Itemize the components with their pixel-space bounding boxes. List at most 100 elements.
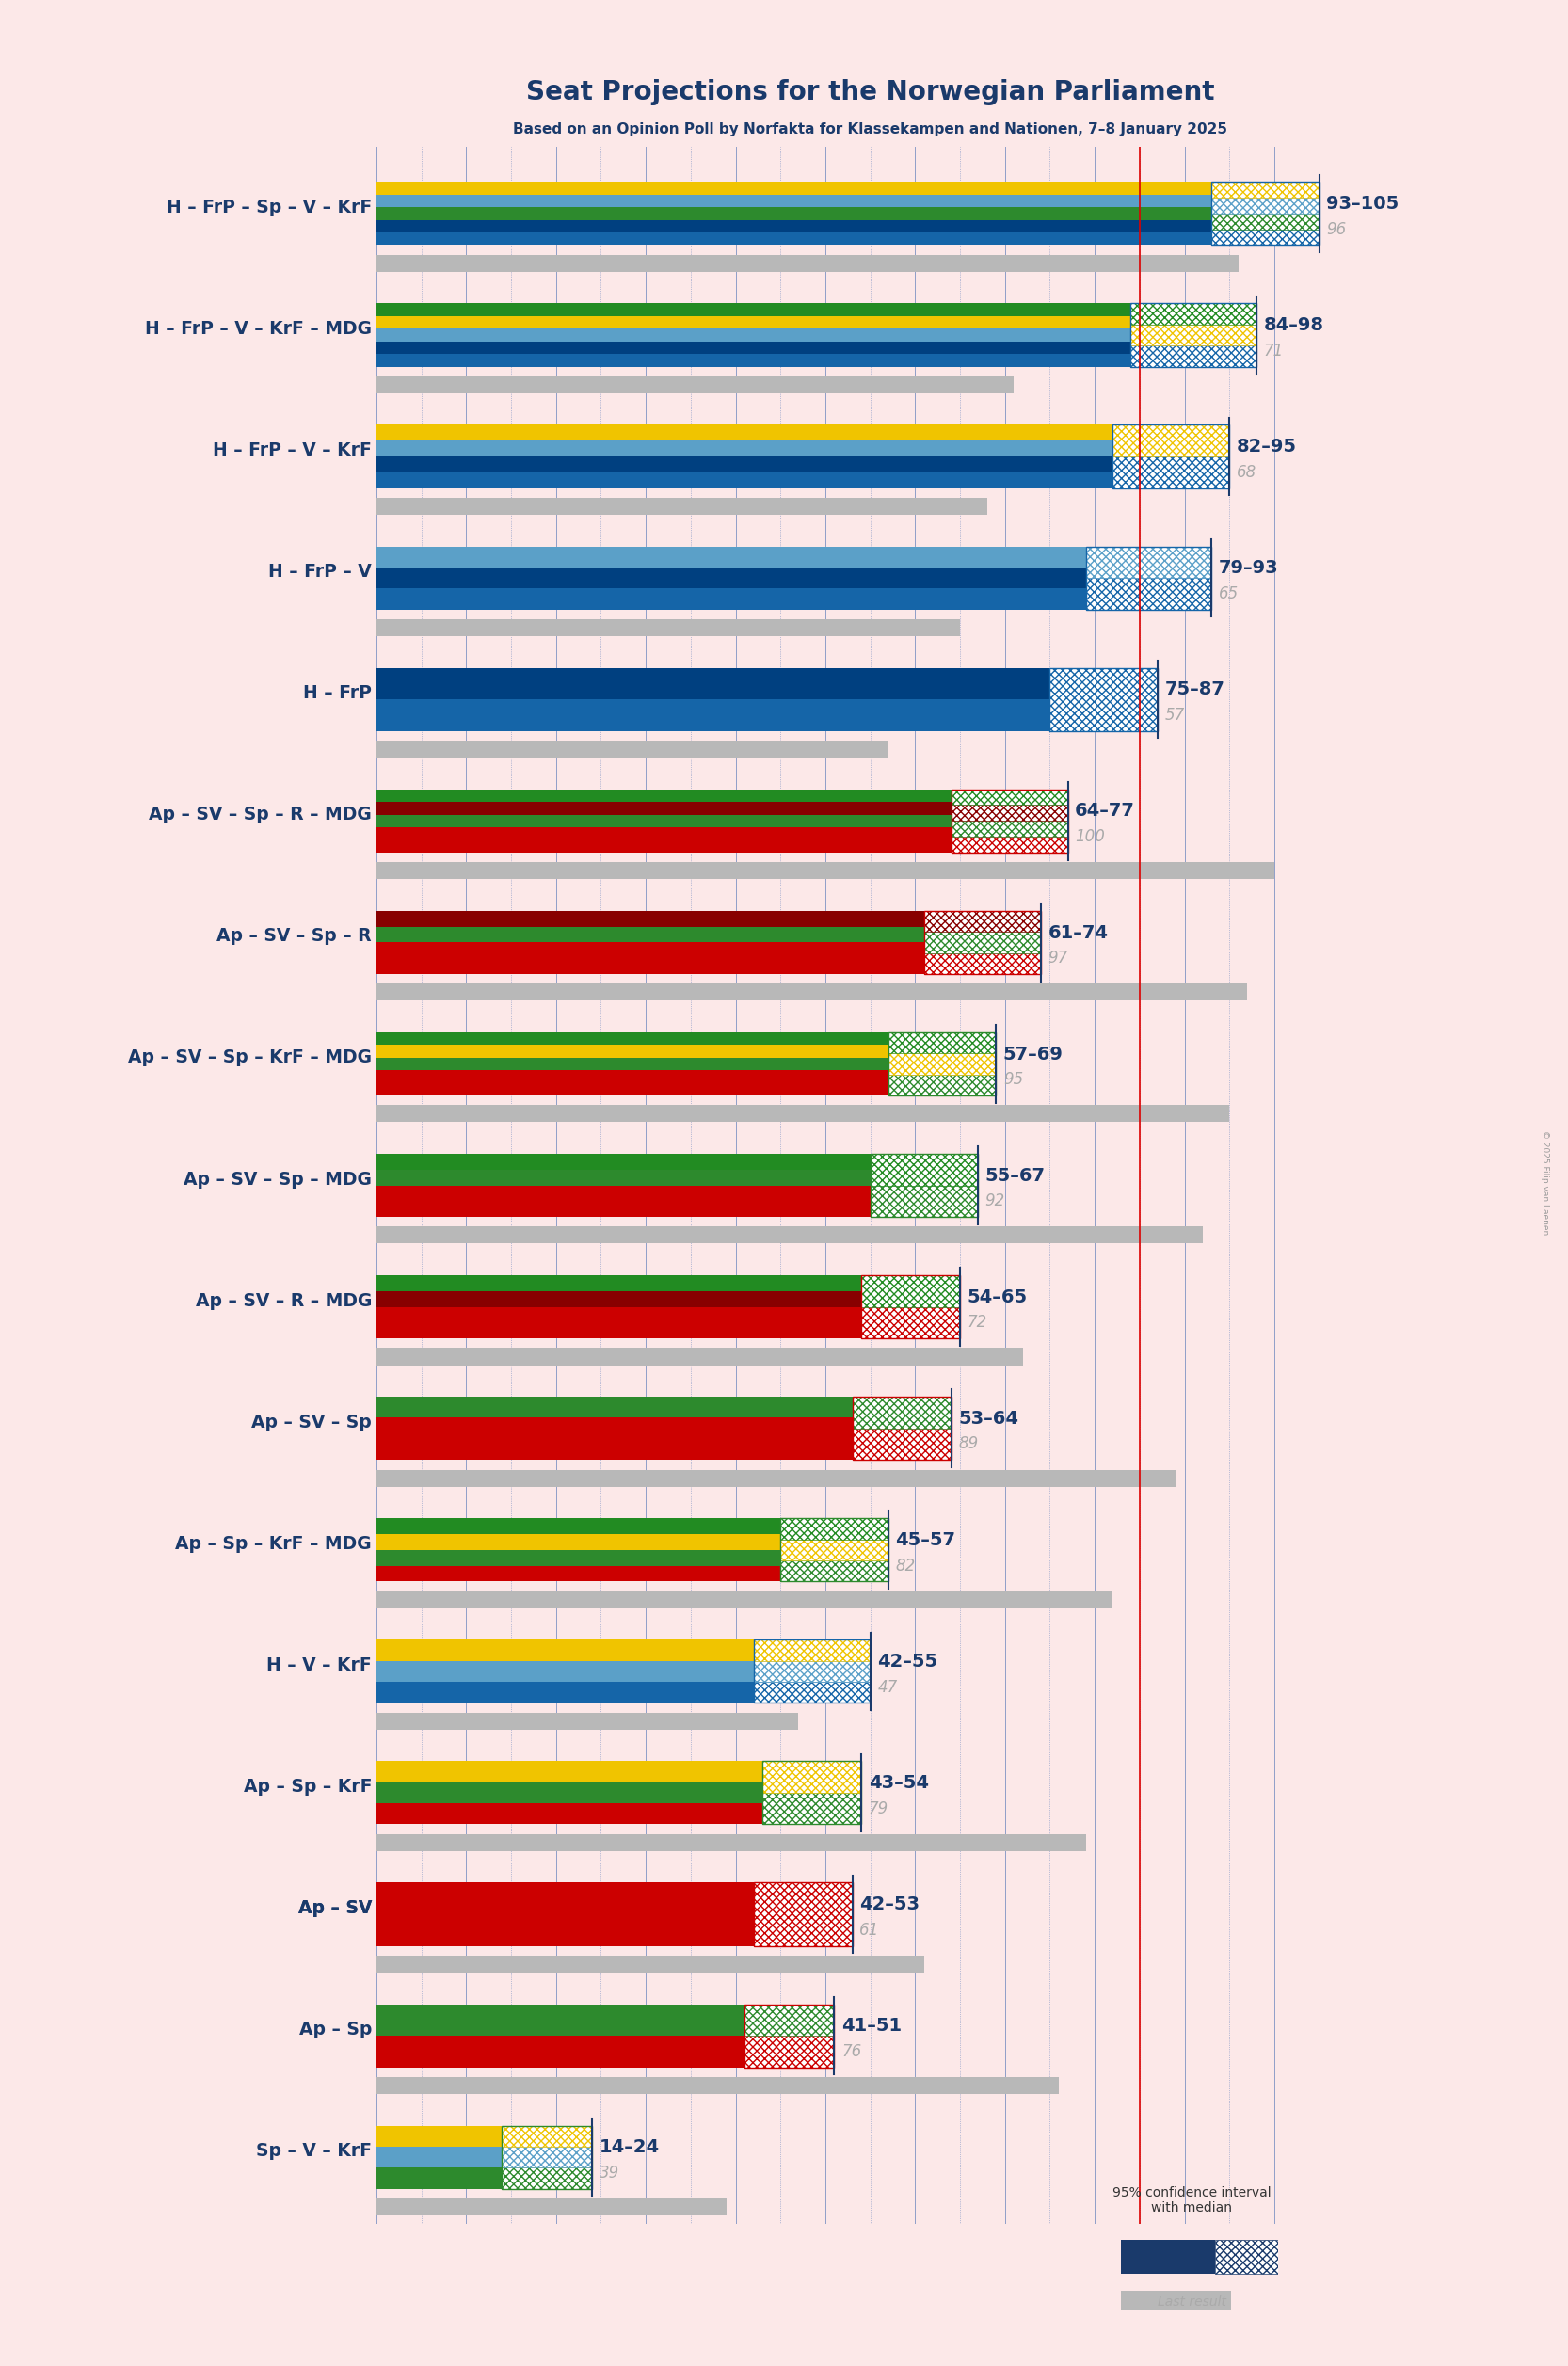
Text: 95: 95	[1004, 1072, 1024, 1088]
Text: H – FrP – V – KrF – MDG: H – FrP – V – KrF – MDG	[144, 319, 372, 338]
Text: Ap – Sp – KrF – MDG: Ap – Sp – KrF – MDG	[176, 1536, 372, 1552]
Bar	[376, 1169, 870, 1185]
Bar	[1121, 2241, 1215, 2274]
Bar	[376, 2198, 726, 2215]
Text: H – FrP – Sp – V – KrF: H – FrP – Sp – V – KrF	[166, 199, 372, 215]
Bar	[376, 620, 960, 636]
Bar	[952, 804, 1068, 821]
Bar	[745, 2004, 834, 2035]
Bar	[376, 741, 887, 757]
Bar	[781, 1540, 887, 1559]
Bar	[887, 1053, 996, 1074]
Text: 39: 39	[599, 2165, 619, 2181]
Bar	[1212, 182, 1319, 199]
Bar	[502, 2125, 591, 2189]
Bar	[1113, 426, 1229, 457]
Bar	[1212, 230, 1319, 246]
Bar	[924, 911, 1041, 975]
Text: 45–57: 45–57	[895, 1531, 955, 1550]
Bar	[1215, 2241, 1278, 2274]
Bar	[781, 1559, 887, 1580]
Bar	[762, 1760, 861, 1824]
Text: Ap – SV – Sp – R: Ap – SV – Sp – R	[216, 927, 372, 946]
Text: 14–24: 14–24	[599, 2139, 660, 2155]
Bar	[376, 2035, 745, 2068]
Bar	[376, 667, 1051, 700]
Bar	[376, 355, 1131, 367]
Bar	[376, 1226, 1203, 1245]
Bar	[376, 1155, 870, 1169]
Bar	[376, 1292, 861, 1306]
Bar	[887, 1053, 996, 1074]
Text: 47: 47	[878, 1677, 897, 1696]
Bar	[887, 1074, 996, 1095]
Text: H – FrP – V – KrF: H – FrP – V – KrF	[213, 442, 372, 459]
Bar	[376, 700, 1051, 731]
Bar	[376, 1883, 754, 1914]
Text: 93–105: 93–105	[1327, 194, 1399, 213]
Bar	[376, 317, 1131, 329]
Bar	[376, 1323, 861, 1339]
Bar	[376, 927, 924, 942]
Text: H – V – KrF: H – V – KrF	[267, 1656, 372, 1675]
Bar	[1113, 457, 1229, 487]
Bar	[952, 804, 1068, 821]
Text: Ap – Sp: Ap – Sp	[299, 2021, 372, 2039]
Bar	[762, 1760, 861, 1793]
Text: 84–98: 84–98	[1264, 317, 1323, 334]
Bar	[376, 2125, 502, 2146]
Text: Ap – Sp – KrF: Ap – Sp – KrF	[243, 1777, 372, 1796]
Bar	[1131, 345, 1256, 367]
Bar	[853, 1429, 952, 1460]
Bar	[376, 1275, 861, 1292]
Text: 55–67: 55–67	[985, 1166, 1046, 1185]
Bar	[1085, 547, 1212, 577]
Text: 79: 79	[869, 1801, 889, 1817]
Text: © 2025 Filip van Laenen: © 2025 Filip van Laenen	[1540, 1131, 1549, 1235]
Bar	[853, 1396, 952, 1460]
Bar	[1085, 547, 1212, 610]
Bar	[952, 790, 1068, 804]
Bar	[861, 1275, 960, 1306]
Bar	[762, 1760, 861, 1793]
Bar	[754, 1682, 870, 1704]
Bar	[376, 861, 1275, 880]
Bar	[745, 2035, 834, 2068]
Bar	[376, 194, 1212, 208]
Text: 89: 89	[958, 1436, 978, 1453]
Bar	[376, 2167, 502, 2189]
Bar	[376, 440, 1113, 457]
Text: 92: 92	[985, 1192, 1005, 1209]
Bar	[853, 1396, 952, 1429]
Bar	[887, 1032, 996, 1095]
Bar	[376, 1046, 887, 1058]
Text: 71: 71	[1264, 343, 1284, 360]
Bar	[376, 2146, 502, 2167]
Bar	[502, 2167, 591, 2189]
Bar	[1113, 426, 1229, 457]
Bar	[376, 984, 1248, 1001]
Bar	[1085, 577, 1212, 610]
Bar	[376, 1032, 887, 1046]
Bar	[376, 942, 924, 958]
Bar	[376, 473, 1113, 487]
Text: Based on an Opinion Poll by Norfakta for Klassekampen and Nationen, 7–8 January : Based on an Opinion Poll by Norfakta for…	[513, 123, 1228, 137]
Bar	[781, 1519, 887, 1540]
Bar	[1051, 667, 1157, 731]
Text: Last result: Last result	[1157, 2295, 1226, 2309]
Bar	[1131, 345, 1256, 367]
Bar	[376, 958, 924, 975]
Bar	[762, 1793, 861, 1824]
Bar	[781, 1519, 887, 1540]
Text: 65: 65	[1218, 584, 1239, 603]
Bar	[1113, 426, 1229, 487]
Bar	[924, 953, 1041, 975]
Text: 96: 96	[1327, 220, 1347, 237]
Bar	[376, 376, 1014, 393]
Bar	[1085, 547, 1212, 577]
Bar	[376, 1533, 781, 1550]
Bar	[376, 790, 952, 802]
Text: Ap – SV – Sp – R – MDG: Ap – SV – Sp – R – MDG	[149, 807, 372, 823]
Bar	[376, 2077, 1058, 2094]
Bar	[376, 1469, 1176, 1486]
